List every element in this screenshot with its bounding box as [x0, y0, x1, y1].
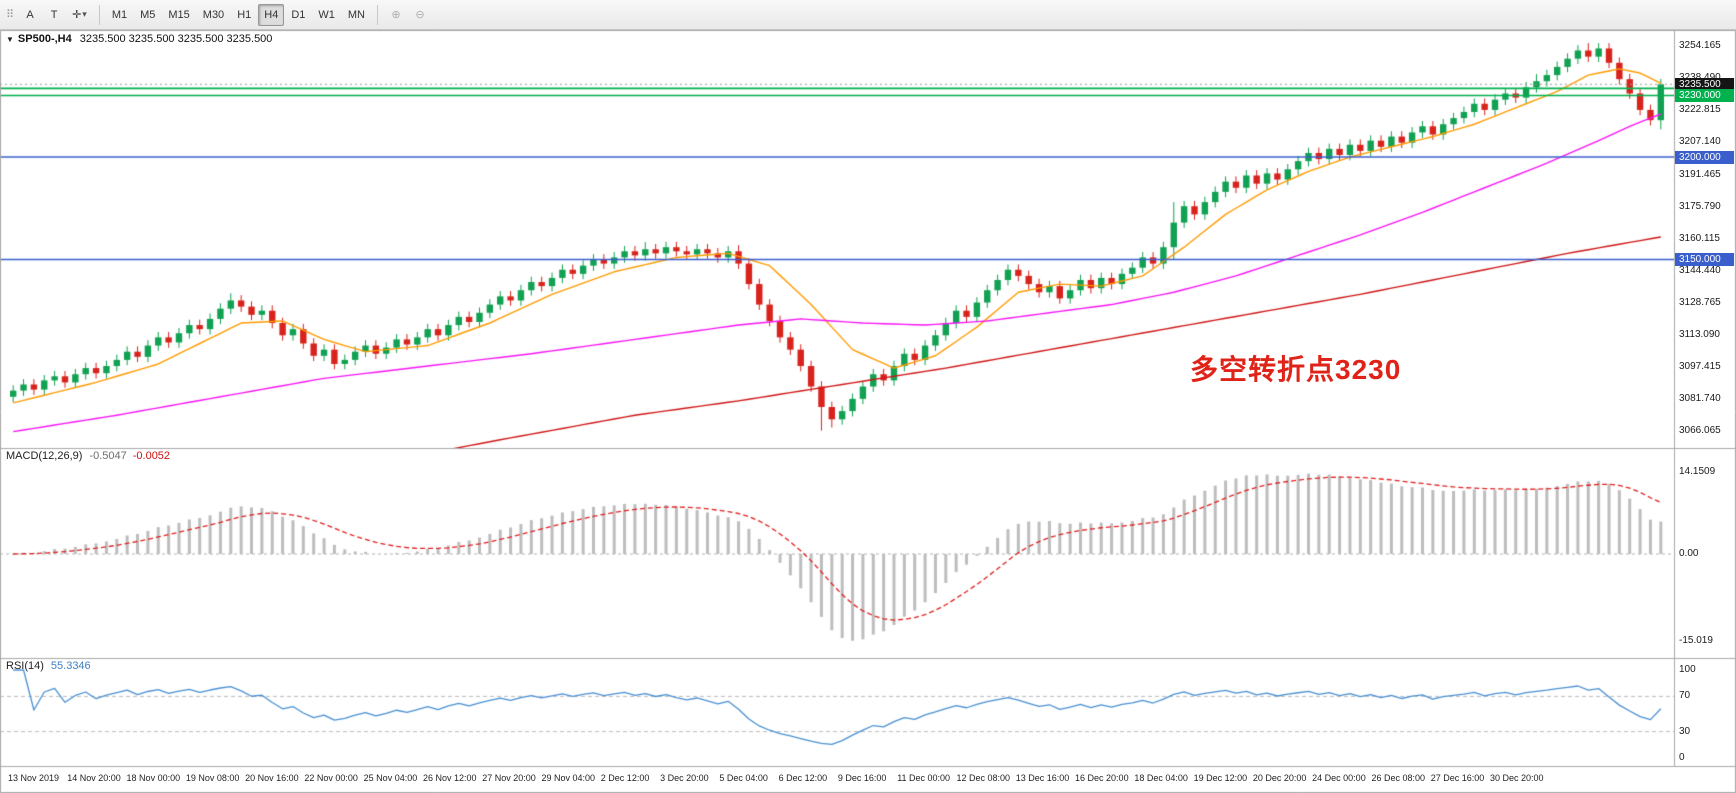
annotate-t-button[interactable]: T — [42, 4, 66, 26]
macd-main-value: -0.5047 — [89, 450, 127, 462]
date-axis-label: 2 Dec 12:00 — [600, 773, 650, 783]
rsi-label: RSI(14) — [6, 660, 44, 672]
toolbar: ⠿ A T ✛ ▾ M1 M5 M15 M30 H1 H4 D1 W1 MN ⊕ ⊖ — [0, 0, 1736, 30]
date-axis-label: 20 Dec 20:00 — [1252, 773, 1307, 783]
zoom-in-button[interactable]: ⊕ — [384, 4, 408, 26]
timeframe-button-m30[interactable]: M30 — [197, 4, 230, 26]
chevron-down-icon: ▾ — [82, 9, 87, 19]
price-tag: 3230.000 — [1675, 89, 1734, 103]
timeframe-button-d1[interactable]: D1 — [285, 4, 311, 26]
price-tag: 3235.500 — [1675, 77, 1734, 91]
price-axis-label: 3128.765 — [1679, 297, 1721, 308]
timeframe-button-mn[interactable]: MN — [342, 4, 371, 26]
date-axis-label: 13 Dec 16:00 — [1015, 773, 1070, 783]
date-axis-label: 14 Nov 20:00 — [67, 773, 121, 783]
price-axis-label: 3066.065 — [1679, 425, 1721, 437]
price-axis-label: 3222.815 — [1679, 104, 1721, 116]
date-axis-label: 29 Nov 04:00 — [541, 773, 596, 783]
date-axis-label: 27 Nov 20:00 — [482, 773, 536, 783]
chart-window: ▼ SP500-,H4 3235.500 3235.500 3235.500 323… — [0, 30, 1736, 793]
chart-title: ▼ SP500-,H4 3235.500 3235.500 3235.500 323… — [6, 33, 272, 45]
timeframe-button-m5[interactable]: M5 — [134, 4, 161, 26]
date-axis-label: 11 Dec 00:00 — [897, 773, 951, 783]
chart-annotation-text[interactable]: 多空转折点3230 — [1190, 354, 1402, 385]
annotate-a-button[interactable]: A — [18, 4, 42, 26]
date-axis-label: 19 Dec 12:00 — [1193, 773, 1248, 783]
date-axis-label: 26 Nov 12:00 — [422, 773, 477, 783]
symbol-timeframe-label: SP500-,H4 — [17, 33, 72, 45]
date-axis-label: 22 Nov 00:00 — [304, 773, 358, 783]
rsi-axis-label: 100 — [1679, 664, 1696, 675]
date-axis-label: 5 Dec 04:00 — [719, 773, 768, 783]
crosshair-tool-button[interactable]: ✛ ▾ — [66, 4, 93, 26]
price-axis-label: 3238.490 — [1679, 72, 1721, 83]
price-axis-label: 3175.790 — [1679, 200, 1721, 212]
date-axis-label: 13 Nov 2019 — [8, 773, 60, 783]
price-axis-label: 3207.140 — [1679, 136, 1721, 148]
date-axis-label: 3 Dec 20:00 — [660, 773, 709, 783]
macd-axis-label: -15.019 — [1679, 635, 1713, 647]
date-axis-label: 26 Dec 08:00 — [1371, 773, 1425, 783]
toolbar-separator — [376, 4, 378, 25]
date-axis-label: 6 Dec 12:00 — [778, 773, 828, 783]
price-tag: 3200.000 — [1675, 150, 1734, 164]
date-axis-label: 9 Dec 16:00 — [837, 773, 887, 783]
date-axis-label: 25 Nov 04:00 — [363, 773, 418, 783]
macd-signal-value: -0.0052 — [132, 450, 171, 462]
price-axis-label: 3144.440 — [1679, 264, 1721, 276]
date-axis-label: 27 Dec 16:00 — [1430, 773, 1485, 783]
timeframe-button-h1[interactable]: H1 — [231, 4, 257, 26]
macd-axis-label: 0.00 — [1679, 548, 1699, 559]
ohlc-readout: 3235.500 3235.500 3235.500 3235.500 — [79, 33, 273, 45]
date-axis-label: 20 Nov 16:00 — [245, 773, 299, 783]
crosshair-icon: ✛ — [72, 9, 82, 21]
date-axis-label: 19 Nov 08:00 — [185, 773, 240, 783]
chart-canvas[interactable] — [0, 30, 1736, 793]
rsi-indicator-header: RSI(14) 55.3346 — [6, 660, 91, 672]
date-axis-label: 16 Dec 20:00 — [1075, 773, 1129, 783]
date-axis-label: 24 Dec 00:00 — [1312, 773, 1366, 783]
toolbar-separator — [98, 4, 100, 25]
price-axis-label: 3160.115 — [1679, 232, 1720, 244]
price-tag: 3150.000 — [1675, 252, 1734, 266]
macd-indicator-header: MACD(12,26,9) -0.5047 -0.0052 — [6, 450, 170, 462]
timeframe-button-w1[interactable]: W1 — [312, 4, 341, 26]
date-axis-label: 30 Dec 20:00 — [1490, 773, 1544, 783]
date-axis-label: 18 Nov 00:00 — [126, 773, 181, 783]
rsi-axis-label: 0 — [1679, 752, 1685, 763]
rsi-value: 55.3346 — [50, 660, 91, 672]
rsi-axis-label: 70 — [1679, 690, 1691, 702]
price-axis-label: 3113.090 — [1679, 329, 1720, 341]
collapse-triangle-icon[interactable]: ▼ — [6, 35, 14, 44]
price-axis-label: 3081.740 — [1679, 393, 1721, 405]
rsi-axis-label: 30 — [1679, 725, 1691, 737]
zoom-out-button[interactable]: ⊖ — [408, 4, 432, 26]
price-axis-label: 3191.465 — [1679, 168, 1721, 180]
price-axis-label: 3254.165 — [1679, 40, 1721, 52]
macd-label: MACD(12,26,9) — [6, 450, 83, 462]
date-axis-label: 12 Dec 08:00 — [956, 773, 1011, 783]
date-axis-label: 18 Dec 04:00 — [1134, 773, 1188, 783]
toolbar-grip-icon[interactable]: ⠿ — [6, 9, 15, 21]
timeframe-button-m1[interactable]: M1 — [106, 4, 133, 26]
macd-axis-label: 14.1509 — [1679, 465, 1716, 477]
timeframe-group: M1 M5 M15 M30 H1 H4 D1 W1 MN — [106, 3, 371, 26]
price-axis-label: 3097.415 — [1679, 361, 1721, 373]
timeframe-button-m15[interactable]: M15 — [162, 4, 195, 26]
timeframe-button-h4[interactable]: H4 — [258, 3, 285, 26]
